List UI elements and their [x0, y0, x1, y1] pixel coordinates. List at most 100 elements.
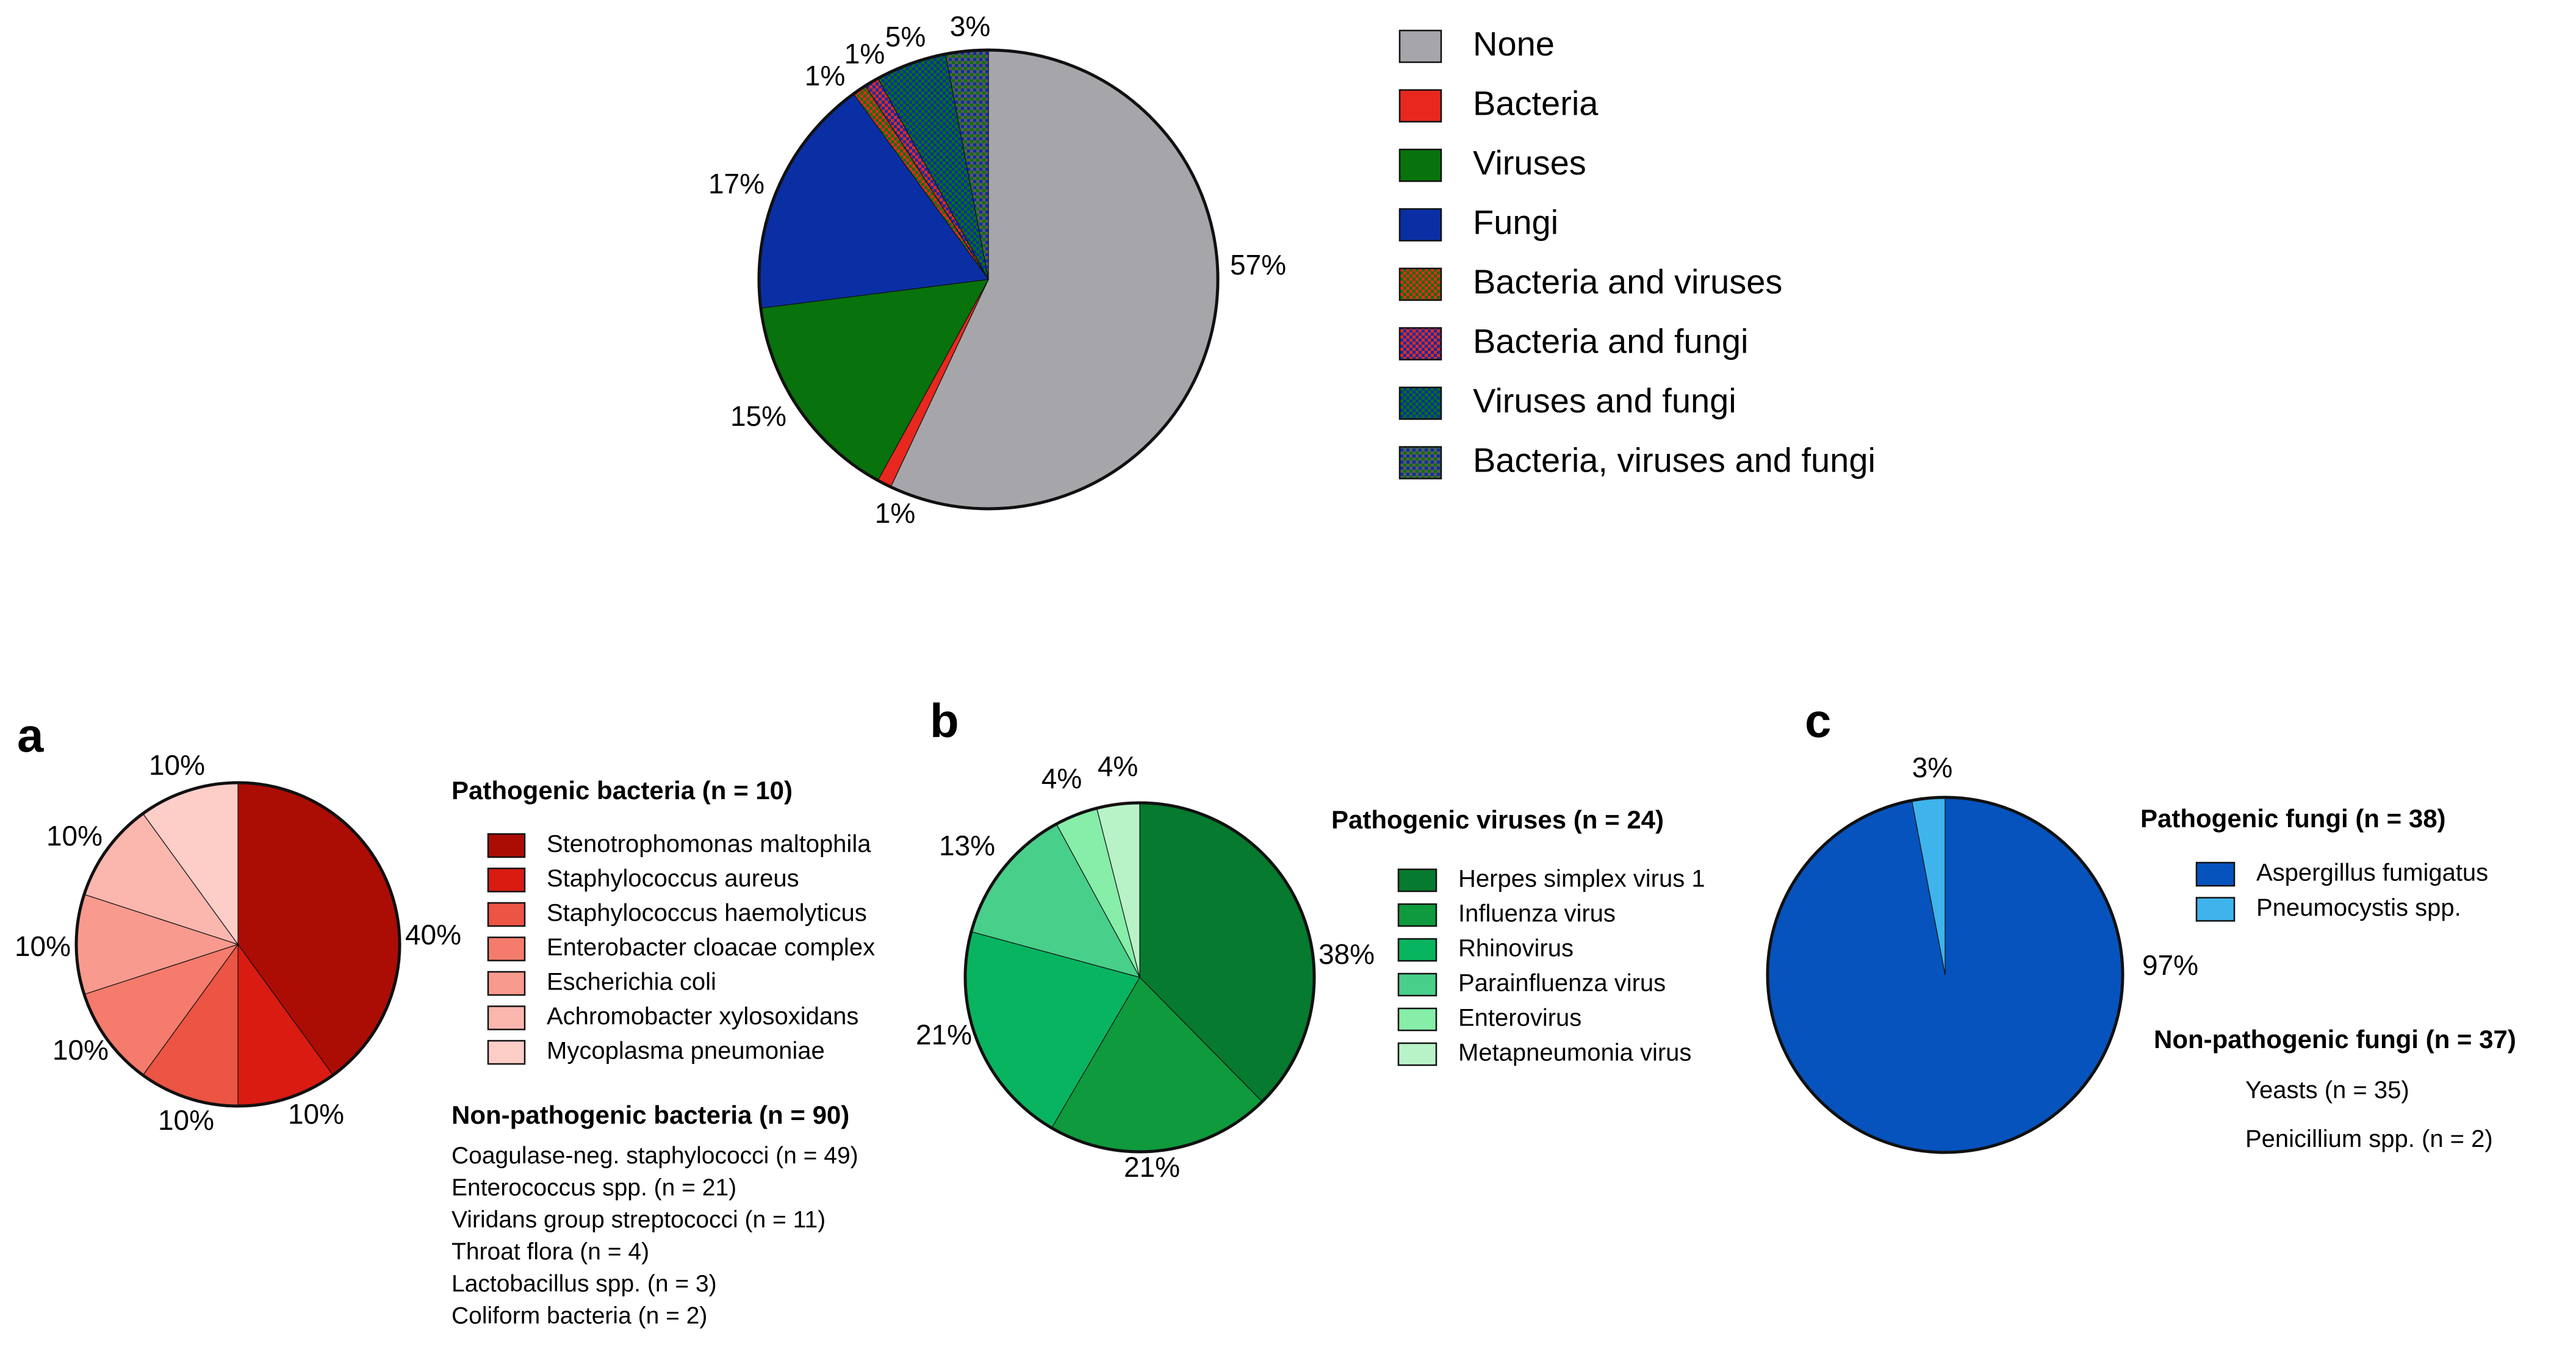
- legend-swatch-bacteria-viruses-and-fungi: [1398, 446, 1442, 480]
- pie-label-none: 57%: [1230, 249, 1286, 281]
- legend-swatch-influenza-virus: [1397, 903, 1437, 927]
- pie-label-mycoplasma-pneumoniae: 10%: [149, 749, 205, 781]
- panel-a-legend: Stenotrophomonas maltophila Staphylococcu…: [487, 831, 875, 1065]
- panel-b-legend-title: Pathogenic viruses (n = 24): [1331, 805, 1664, 834]
- list-item-lactobacillus-spp-n-3: Lactobacillus spp. (n = 3): [452, 1271, 717, 1297]
- panel-c-legend-title: Pathogenic fungi (n = 38): [2140, 804, 2446, 833]
- panel-a-percent-labels: 40% 10% 10% 10% 10% 10% 10%: [15, 749, 461, 1136]
- legend-label-staphylococcus-haemolyticus: Staphylococcus haemolyticus: [547, 900, 867, 927]
- legend-swatch-viruses-and-fungi: [1398, 386, 1442, 420]
- legend-label-metapneumonia-virus: Metapneumonia virus: [1458, 1040, 1691, 1066]
- legend-label-aspergillus-fumigatus: Aspergillus fumigatus: [2256, 860, 2488, 886]
- panel-b-percent-labels: 38% 21% 21% 13% 4% 4%: [916, 750, 1375, 1183]
- pie-outline: [757, 48, 1220, 511]
- pie-label-staphylococcus-haemolyticus: 10%: [158, 1104, 214, 1136]
- pie-label-achromobacter-xylosoxidans: 10%: [46, 820, 103, 852]
- pie-label-staphylococcus-aureus: 10%: [288, 1098, 344, 1130]
- pie-label-viruses-and-fungi: 5%: [885, 21, 926, 52]
- legend-swatch-parainfluenza-virus: [1397, 972, 1437, 997]
- legend-label-influenza-virus: Influenza virus: [1458, 900, 1616, 927]
- legend-swatch-escherichia-coli: [487, 971, 526, 996]
- panel-letter-b: b: [930, 694, 959, 747]
- legend-swatch-mycoplasma-pneumoniae: [487, 1040, 526, 1065]
- panel-c-legend: Aspergillus fumigatus Pneumocystis spp.: [2195, 860, 2488, 922]
- legend-label-escherichia-coli: Escherichia coli: [547, 969, 716, 996]
- pie-label-escherichia-coli: 10%: [15, 930, 71, 962]
- overview-pie: [757, 48, 1220, 511]
- panel-b-legend: Herpes simplex virus 1 Influenza virus Rhi…: [1397, 866, 1705, 1066]
- pie-label-pneumocystis-spp: 3%: [1912, 752, 1952, 783]
- pie-label-rhinovirus: 21%: [916, 1019, 972, 1051]
- legend-swatch-bacteria-and-viruses: [1398, 267, 1442, 301]
- legend-swatch-staphylococcus-aureus: [487, 867, 526, 893]
- overview-percent-labels: 57%1%15%17%1%1%5% 3%: [708, 10, 1286, 529]
- panel-c-percent-labels: 97% 3%: [1912, 752, 2198, 981]
- pie-label-enterobacter-cloacae-complex: 10%: [52, 1034, 109, 1066]
- pie-label-parainfluenza-virus: 13%: [939, 830, 995, 861]
- pie-label-bacteria: 1%: [875, 497, 915, 529]
- pie-label-bacteria-and-viruses: 1%: [805, 60, 845, 92]
- panel-c-secondary-list: Yeasts (n = 35) Penicillium spp. (n = 2): [2245, 1077, 2493, 1152]
- legend-label-parainfluenza-virus: Parainfluenza virus: [1458, 970, 1666, 997]
- pie-label-herpes-simplex-virus-1: 38%: [1319, 938, 1375, 970]
- legend-swatch-aspergillus-fumigatus: [2195, 861, 2236, 887]
- legend-swatch-fungi: [1398, 208, 1442, 242]
- list-item-viridans-group-streptococci-n-11: Viridans group streptococci (n = 11): [452, 1207, 826, 1233]
- legend-swatch-stenotrophomonas-maltophila: [487, 833, 526, 858]
- pie-label-bacteria-viruses-and-fungi: 3%: [950, 10, 990, 42]
- list-item-coliform-bacteria-n-2: Coliform bacteria (n = 2): [452, 1303, 707, 1329]
- legend-label-none: None: [1473, 24, 1555, 63]
- list-item-penicillium-spp-n-2: Penicillium spp. (n = 2): [2245, 1126, 2493, 1152]
- legend-swatch-viruses: [1398, 148, 1442, 182]
- legend-swatch-bacteria-and-fungi: [1398, 327, 1442, 361]
- pie-label-aspergillus-fumigatus: 97%: [2142, 949, 2198, 981]
- pie-label-metapneumonia-virus: 4%: [1098, 750, 1138, 782]
- legend-swatch-pneumocystis-spp: [2195, 897, 2236, 922]
- legend-swatch-bacteria: [1398, 89, 1442, 123]
- legend-label-bacteria: Bacteria: [1473, 84, 1599, 122]
- legend-label-enterobacter-cloacae-complex: Enterobacter cloacae complex: [547, 934, 875, 961]
- legend-swatch-herpes-simplex-virus-1: [1397, 868, 1437, 893]
- panel-a-secondary-list: Coagulase-neg. staphylococci (n = 49) Ent…: [452, 1143, 858, 1329]
- panel-c-pie: [1766, 796, 2124, 1154]
- legend-label-staphylococcus-aureus: Staphylococcus aureus: [547, 865, 799, 892]
- legend-swatch-rhinovirus: [1397, 938, 1437, 962]
- pie-label-enterovirus: 4%: [1042, 763, 1082, 794]
- legend-label-viruses-and-fungi: Viruses and fungi: [1473, 381, 1736, 420]
- legend-label-fungi: Fungi: [1473, 203, 1558, 241]
- legend-swatch-enterobacter-cloacae-complex: [487, 936, 526, 961]
- legend-label-enterovirus: Enterovirus: [1458, 1005, 1581, 1032]
- legend-swatch-metapneumonia-virus: [1397, 1042, 1437, 1066]
- list-item-coagulase-neg-staphylococci-n-49: Coagulase-neg. staphylococci (n = 49): [452, 1143, 858, 1169]
- panel-a-legend-title: Pathogenic bacteria (n = 10): [452, 776, 793, 805]
- pie-label-influenza-virus: 21%: [1124, 1151, 1180, 1183]
- legend-label-bacteria-and-fungi: Bacteria and fungi: [1473, 321, 1748, 360]
- pie-label-fungi: 17%: [708, 168, 765, 199]
- legend-label-achromobacter-xylosoxidans: Achromobacter xylosoxidans: [547, 1003, 858, 1030]
- pie-label-stenotrophomonas-maltophila: 40%: [405, 919, 461, 950]
- list-item-throat-flora-n-4: Throat flora (n = 4): [452, 1239, 649, 1265]
- legend-swatch-staphylococcus-haemolyticus: [487, 902, 526, 927]
- legend-label-pneumocystis-spp: Pneumocystis spp.: [2256, 894, 2461, 921]
- legend-label-stenotrophomonas-maltophila: Stenotrophomonas maltophila: [547, 831, 871, 858]
- panel-letter-c: c: [1805, 694, 1831, 747]
- list-item-yeasts-n-35: Yeasts (n = 35): [2245, 1077, 2409, 1104]
- list-item-enterococcus-spp-n-21: Enterococcus spp. (n = 21): [452, 1175, 736, 1201]
- panel-a-secondary-title: Non-pathogenic bacteria (n = 90): [452, 1101, 849, 1129]
- legend-label-bacteria-and-viruses: Bacteria and viruses: [1473, 262, 1782, 301]
- panel-a-pie: [74, 781, 401, 1108]
- pie-outline: [1766, 796, 2124, 1154]
- pie-label-viruses: 15%: [730, 400, 786, 432]
- legend-label-viruses: Viruses: [1473, 143, 1586, 182]
- legend-swatch-achromobacter-xylosoxidans: [487, 1005, 526, 1030]
- legend-label-herpes-simplex-virus-1: Herpes simplex virus 1: [1458, 866, 1705, 893]
- overview-legend: None Bacteria Viruses Fungi Bacteria and vir…: [1398, 24, 1876, 480]
- panel-letter-a: a: [17, 708, 44, 762]
- pie-outline: [74, 781, 401, 1108]
- legend-swatch-none: [1398, 29, 1442, 63]
- legend-label-bacteria-viruses-and-fungi: Bacteria, viruses and fungi: [1473, 440, 1876, 479]
- legend-swatch-enterovirus: [1397, 1007, 1437, 1032]
- legend-label-rhinovirus: Rhinovirus: [1458, 935, 1574, 962]
- legend-label-mycoplasma-pneumoniae: Mycoplasma pneumoniae: [547, 1038, 825, 1065]
